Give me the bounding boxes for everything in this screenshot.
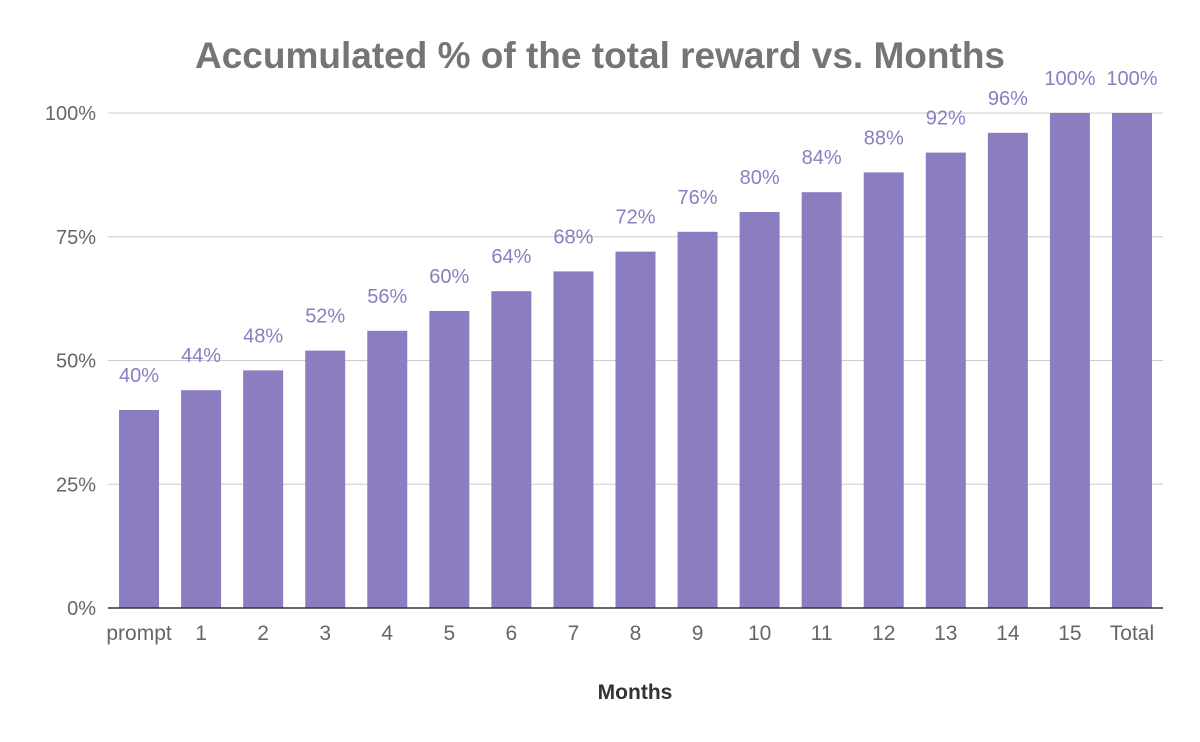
data-label: 52%: [305, 306, 345, 328]
data-label: 68%: [553, 226, 593, 248]
bar: [553, 271, 594, 608]
y-tick-label: 25%: [56, 474, 96, 496]
y-tick-label: 0%: [67, 598, 96, 620]
x-tick-label: Total: [1110, 622, 1154, 645]
data-label: 100%: [1106, 68, 1157, 90]
data-label: 56%: [367, 286, 407, 308]
bar: [429, 311, 470, 608]
x-tick-label: 7: [568, 622, 580, 645]
x-tick-label: 9: [692, 622, 704, 645]
x-tick-label: 15: [1058, 622, 1081, 645]
data-label: 92%: [926, 108, 966, 130]
bar: [739, 212, 780, 608]
y-tick-label: 50%: [56, 351, 96, 373]
bar: [1049, 113, 1090, 608]
bar: [925, 152, 966, 608]
data-label: 60%: [429, 266, 469, 288]
data-label: 64%: [491, 246, 531, 268]
bar: [987, 132, 1028, 609]
bar: [491, 291, 532, 608]
chart-title: Accumulated % of the total reward vs. Mo…: [195, 35, 1005, 76]
data-label: 84%: [802, 147, 842, 169]
x-tick-label: 11: [811, 622, 833, 645]
data-label: 40%: [119, 365, 159, 387]
data-label: 80%: [740, 167, 780, 189]
x-tick-label: 13: [934, 622, 957, 645]
y-tick-label: 100%: [45, 103, 96, 125]
x-tick-label: 10: [748, 622, 771, 645]
x-tick-label: 6: [506, 622, 518, 645]
x-tick-label: 8: [630, 622, 642, 645]
bars: [119, 113, 1152, 609]
x-tick-label: prompt: [106, 622, 172, 645]
data-label: 76%: [678, 187, 718, 209]
x-tick-label: 14: [996, 622, 1020, 645]
bar: [243, 370, 284, 608]
bar: [1111, 113, 1152, 608]
bar: [615, 251, 656, 608]
x-tick-label: 3: [319, 622, 331, 645]
data-label: 96%: [988, 88, 1028, 110]
y-axis-ticks: 0% 25% 50% 75% 100%: [45, 103, 96, 620]
bar: [863, 172, 904, 608]
data-label: 44%: [181, 345, 221, 367]
x-tick-label: 4: [381, 622, 393, 645]
bar: [305, 350, 346, 608]
data-label: 100%: [1044, 68, 1095, 90]
x-axis-title: Months: [598, 681, 673, 704]
data-label: 88%: [864, 127, 904, 149]
bar: [367, 330, 408, 608]
data-labels: 40% 44% 48% 52% 56% 60% 64% 68% 72% 76% 80% 84% 88% 9…: [119, 68, 1158, 387]
x-axis-ticks: prompt 1 2 3 4 5 6 7 8 9 10 11 12 13 14 15 Total: [106, 622, 1154, 645]
bar: [119, 410, 160, 608]
data-label: 72%: [615, 207, 655, 229]
x-tick-label: 5: [443, 622, 455, 645]
bar: [677, 231, 718, 609]
data-label: 48%: [243, 325, 283, 347]
y-tick-label: 75%: [56, 227, 96, 249]
x-tick-label: 12: [872, 622, 895, 645]
x-tick-label: 2: [257, 622, 269, 645]
x-tick-label: 1: [195, 622, 207, 645]
bar: [181, 390, 222, 608]
bar: [801, 192, 842, 608]
